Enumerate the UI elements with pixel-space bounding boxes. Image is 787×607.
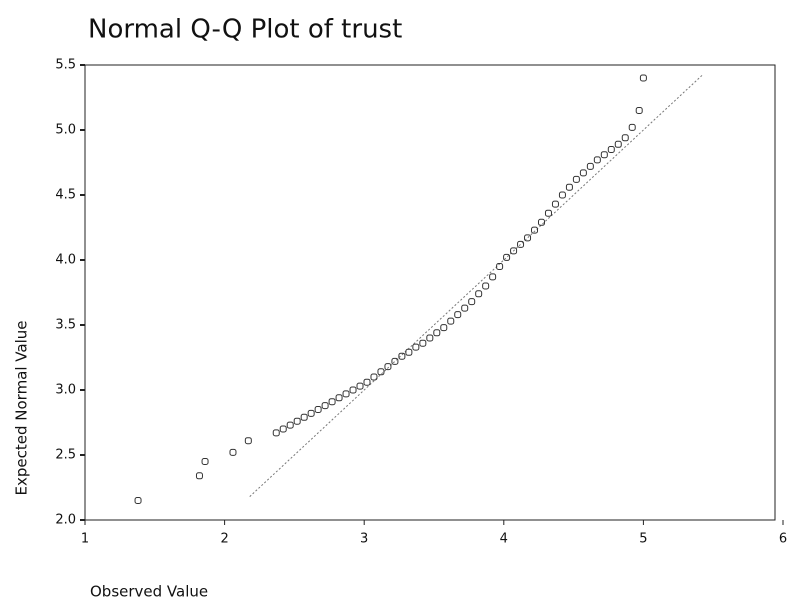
data-point [342,390,350,398]
data-point [195,472,203,480]
data-point [440,324,448,332]
y-tick-label: 4.0 [55,253,76,268]
data-point [475,290,483,298]
data-point [293,417,301,425]
data-point [321,402,329,410]
data-point [489,273,497,281]
x-tick-label: 3 [360,532,368,547]
x-tick-label: 4 [500,532,508,547]
data-point [300,413,308,421]
x-tick-label: 1 [81,532,89,547]
data-point [328,398,336,406]
data-point [201,458,209,465]
data-point [314,406,322,413]
data-point [496,263,504,270]
data-point [635,107,643,114]
data-point [593,156,601,164]
reference-line [249,73,704,497]
data-point [391,357,399,365]
data-point [363,378,371,386]
data-point [468,298,476,306]
y-tick-label: 5.5 [55,58,76,73]
data-point [405,348,413,356]
data-point [447,317,455,325]
data-point [558,191,566,199]
data-point [134,497,142,504]
data-point [482,282,490,290]
data-point [614,140,622,148]
y-tick-label: 5.0 [55,123,76,138]
data-point [370,373,378,381]
data-point [272,429,280,437]
data-point [356,382,364,390]
data-point [286,421,294,429]
data-point [398,352,406,360]
y-tick-label: 4.5 [55,188,76,203]
data-point [335,394,343,402]
data-point [419,339,427,347]
data-point [433,329,441,337]
data-point [524,234,532,242]
data-point [244,437,252,445]
x-tick-label: 6 [779,532,787,547]
data-point [461,304,469,312]
data-point [517,240,525,248]
data-point [600,151,608,159]
y-tick-label: 3.5 [55,318,76,333]
y-tick-label: 2.0 [55,513,76,528]
y-tick-label: 2.5 [55,448,76,463]
data-point [607,146,615,153]
data-point [412,343,420,351]
chart-title: Normal Q-Q Plot of trust [88,15,402,45]
data-point [537,218,545,226]
data-point [565,183,573,191]
data-point [579,169,587,177]
data-point [544,209,552,217]
data-point [628,123,636,131]
x-axis-label: Observed Value [90,583,208,601]
data-point [586,162,594,170]
data-point [384,363,392,371]
data-point [349,386,357,394]
plot-frame [84,64,776,521]
data-point [572,175,580,183]
data-point [531,226,539,234]
x-tick-label: 5 [639,532,647,547]
y-tick-label: 3.0 [55,383,76,398]
data-point [377,368,385,376]
data-point [621,134,629,142]
data-point [510,247,518,255]
data-point [551,200,559,208]
data-point [503,253,511,261]
data-point [307,409,315,417]
data-point [279,425,287,433]
data-point [426,334,434,342]
data-point [229,448,237,456]
data-point [639,74,647,82]
y-axis-label: Expected Normal Value [13,321,31,496]
data-point [454,311,462,319]
x-tick-label: 2 [220,532,228,547]
